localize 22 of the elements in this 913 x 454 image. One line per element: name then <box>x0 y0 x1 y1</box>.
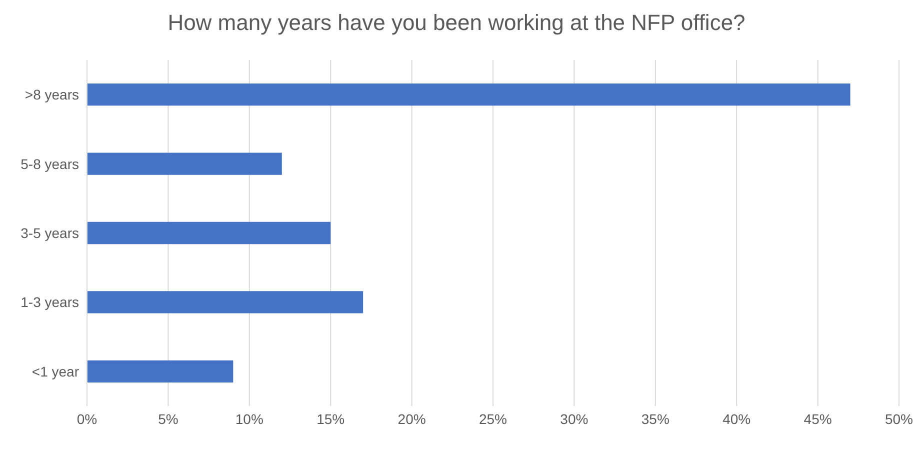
x-tick-label: 20% <box>398 410 426 427</box>
bar <box>87 222 331 244</box>
y-tick-label: >8 years <box>24 86 79 103</box>
y-tick-label: 1-3 years <box>20 294 79 310</box>
x-tick-label: 5% <box>158 410 178 427</box>
x-tick-label: 15% <box>316 410 345 427</box>
y-tick-label: <1 year <box>32 363 80 380</box>
chart-title: How many years have you been working at the NFP office? <box>166 10 746 36</box>
y-tick-label: 3-5 years <box>20 224 79 241</box>
x-tick-label: 10% <box>235 410 264 427</box>
bar <box>87 291 364 314</box>
bar <box>87 152 282 175</box>
x-tick-label: 35% <box>641 410 670 427</box>
bar <box>87 360 234 382</box>
y-tick-label: 5-8 years <box>20 156 79 172</box>
bar <box>87 84 850 106</box>
x-tick-label: 30% <box>560 410 588 427</box>
x-tick-label: 0% <box>76 410 98 427</box>
x-tick-label: 45% <box>804 410 832 427</box>
x-tick-label: 25% <box>478 410 508 427</box>
x-tick-label: 40% <box>722 410 751 427</box>
x-tick-label: 50% <box>884 410 913 427</box>
